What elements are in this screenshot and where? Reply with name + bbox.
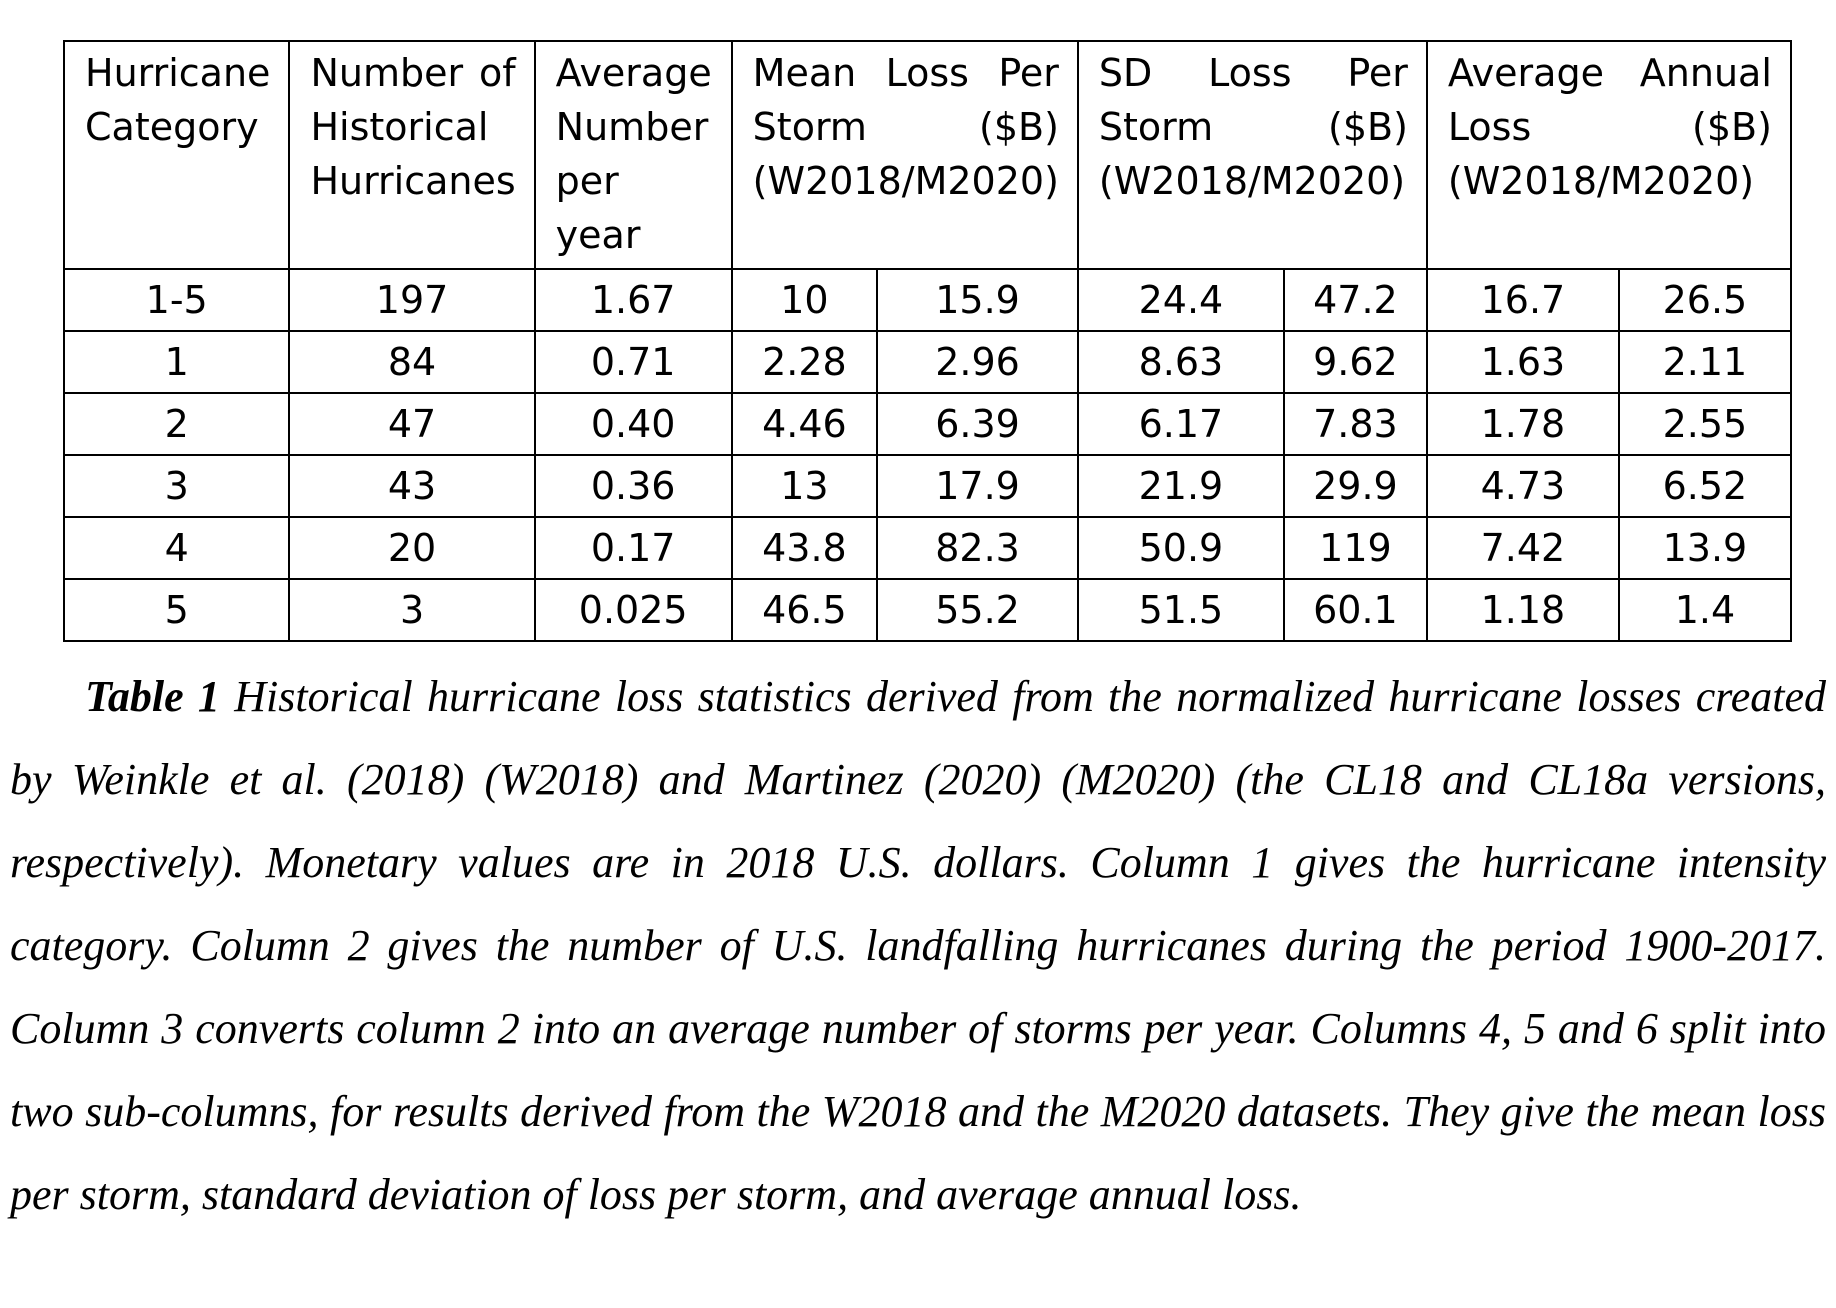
table-cell: 4.73 bbox=[1425, 454, 1620, 518]
table-cell: 7.83 bbox=[1282, 392, 1428, 456]
table-cell: 47.2 bbox=[1282, 268, 1428, 332]
table-cell: 13 bbox=[730, 454, 879, 518]
table-cell: 47 bbox=[288, 392, 536, 456]
table-cell: 197 bbox=[288, 268, 536, 332]
table-cell: 46.5 bbox=[730, 578, 879, 642]
table-cell: 1.67 bbox=[533, 268, 733, 332]
table-row: 4 20 0.17 43.8 82.3 50.9 119 7.42 13.9 bbox=[62, 516, 1792, 580]
table-cell: 60.1 bbox=[1282, 578, 1428, 642]
table-header-row: Hurricane Category Number of Historical H… bbox=[62, 40, 1792, 270]
table-cell: 0.025 bbox=[533, 578, 733, 642]
table-cell: 1-5 bbox=[62, 268, 291, 332]
table-cell: 21.9 bbox=[1076, 454, 1285, 518]
column-header-label: Mean Loss Per Storm ($B) (W2018/M2020) bbox=[752, 51, 1059, 203]
table-cell: 17.9 bbox=[876, 454, 1079, 518]
table-cell: 119 bbox=[1282, 516, 1428, 580]
caption-text: Historical hurricane loss statistics der… bbox=[10, 672, 1827, 1219]
table-cell: 2.28 bbox=[730, 330, 879, 394]
caption-label: Table 1 bbox=[85, 672, 220, 721]
loss-statistics-table: Hurricane Category Number of Historical H… bbox=[62, 40, 1792, 642]
table-cell: 24.4 bbox=[1076, 268, 1285, 332]
table-cell: 43 bbox=[288, 454, 536, 518]
table-cell: 29.9 bbox=[1282, 454, 1428, 518]
table-cell: 1.63 bbox=[1425, 330, 1620, 394]
table-cell: 0.71 bbox=[533, 330, 733, 394]
table-cell: 6.17 bbox=[1076, 392, 1285, 456]
table-cell: 84 bbox=[288, 330, 536, 394]
column-header: Hurricane Category bbox=[62, 40, 291, 270]
column-header-label: Hurricane Category bbox=[85, 51, 271, 149]
table-cell: 50.9 bbox=[1076, 516, 1285, 580]
table-cell: 1 bbox=[62, 330, 291, 394]
column-header: SD Loss Per Storm ($B) (W2018/M2020) bbox=[1076, 40, 1428, 270]
table-cell: 3 bbox=[288, 578, 536, 642]
column-header-label: Number of Historical Hurricanes bbox=[310, 51, 516, 203]
table-cell: 10 bbox=[730, 268, 879, 332]
table-cell: 9.62 bbox=[1282, 330, 1428, 394]
table-cell: 2.55 bbox=[1617, 392, 1792, 456]
column-header: Average Number per year bbox=[533, 40, 733, 270]
table-cell: 7.42 bbox=[1425, 516, 1620, 580]
table-cell: 13.9 bbox=[1617, 516, 1792, 580]
table-cell: 43.8 bbox=[730, 516, 879, 580]
table-cell: 4.46 bbox=[730, 392, 879, 456]
table-cell: 1.4 bbox=[1617, 578, 1792, 642]
column-header-label: Average Annual Loss ($B) (W2018/M2020) bbox=[1447, 51, 1772, 203]
table-cell: 1.78 bbox=[1425, 392, 1620, 456]
table-row: 5 3 0.025 46.5 55.2 51.5 60.1 1.18 1.4 bbox=[62, 578, 1792, 642]
column-header: Average Annual Loss ($B) (W2018/M2020) bbox=[1425, 40, 1792, 270]
table-cell: 15.9 bbox=[876, 268, 1079, 332]
column-header: Number of Historical Hurricanes bbox=[288, 40, 536, 270]
table-cell: 2.96 bbox=[876, 330, 1079, 394]
loss-statistics-table-container: Hurricane Category Number of Historical H… bbox=[62, 40, 1792, 642]
table-row: 3 43 0.36 13 17.9 21.9 29.9 4.73 6.52 bbox=[62, 454, 1792, 518]
table-row: 1 84 0.71 2.28 2.96 8.63 9.62 1.63 2.11 bbox=[62, 330, 1792, 394]
table-cell: 5 bbox=[62, 578, 291, 642]
table-row: 1-5 197 1.67 10 15.9 24.4 47.2 16.7 26.5 bbox=[62, 268, 1792, 332]
table-cell: 6.52 bbox=[1617, 454, 1792, 518]
table-cell: 3 bbox=[62, 454, 291, 518]
table-cell: 82.3 bbox=[876, 516, 1079, 580]
table-cell: 26.5 bbox=[1617, 268, 1792, 332]
table-row: 2 47 0.40 4.46 6.39 6.17 7.83 1.78 2.55 bbox=[62, 392, 1792, 456]
table-cell: 2.11 bbox=[1617, 330, 1792, 394]
table-caption: Table 1 Historical hurricane loss statis… bbox=[10, 655, 1826, 1236]
table-cell: 20 bbox=[288, 516, 536, 580]
table-cell: 1.18 bbox=[1425, 578, 1620, 642]
table-cell: 8.63 bbox=[1076, 330, 1285, 394]
table-cell: 6.39 bbox=[876, 392, 1079, 456]
table-cell: 0.17 bbox=[533, 516, 733, 580]
column-header-label: Average Number per year bbox=[555, 51, 712, 257]
table-cell: 51.5 bbox=[1076, 578, 1285, 642]
table-cell: 55.2 bbox=[876, 578, 1079, 642]
table-cell: 0.40 bbox=[533, 392, 733, 456]
table-body: 1-5 197 1.67 10 15.9 24.4 47.2 16.7 26.5 1 84 0.71 2… bbox=[62, 268, 1792, 642]
table-cell: 4 bbox=[62, 516, 291, 580]
column-header: Mean Loss Per Storm ($B) (W2018/M2020) bbox=[730, 40, 1079, 270]
column-header-label: SD Loss Per Storm ($B) (W2018/M2020) bbox=[1098, 51, 1408, 203]
table-cell: 2 bbox=[62, 392, 291, 456]
table-cell: 16.7 bbox=[1425, 268, 1620, 332]
table-cell: 0.36 bbox=[533, 454, 733, 518]
